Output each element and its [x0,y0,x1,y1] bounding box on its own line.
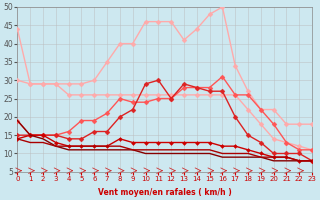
X-axis label: Vent moyen/en rafales ( km/h ): Vent moyen/en rafales ( km/h ) [98,188,232,197]
